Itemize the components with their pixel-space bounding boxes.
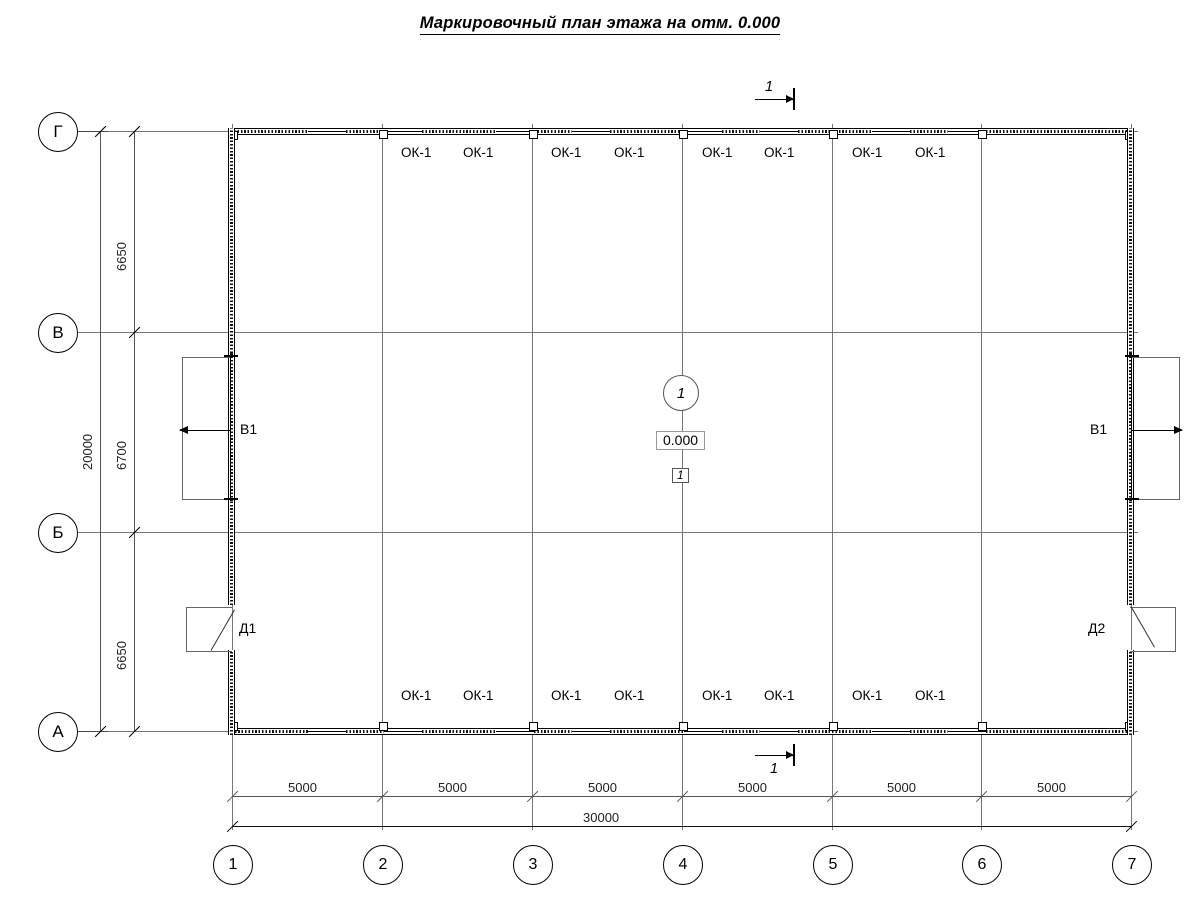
axis-line-V — [78, 332, 1138, 333]
axis-bubble-2[interactable]: 2 — [363, 845, 403, 885]
wall-top — [228, 128, 1134, 135]
axis-bubble-5[interactable]: 5 — [813, 845, 853, 885]
room-elevation-marker: 0.000 — [656, 431, 706, 450]
dim-horizontal-4: 5000 — [738, 780, 767, 795]
dim-vertical-3: 6650 — [114, 641, 129, 670]
column-mark — [379, 130, 388, 139]
axis-bubble-7[interactable]: 7 — [1112, 845, 1152, 885]
window-label-bottom-8: ОК-1 — [915, 688, 946, 703]
gate-left-label: В1 — [240, 421, 258, 437]
column-mark — [829, 722, 838, 731]
column-mark — [978, 722, 987, 731]
wall-left-middle — [228, 501, 235, 605]
column-mark — [829, 130, 838, 139]
axis-line-6 — [981, 124, 982, 830]
column-mark — [978, 130, 987, 139]
column-mark — [529, 130, 538, 139]
window-label-top-8: ОК-1 — [915, 145, 946, 160]
column-mark — [529, 722, 538, 731]
section-marker-top-label: 1 — [765, 79, 774, 95]
door-right-label: Д2 — [1088, 620, 1106, 636]
column-mark — [679, 722, 688, 731]
window-label-top-4: ОК-1 — [614, 145, 645, 160]
dim-vertical-1: 6650 — [114, 242, 129, 271]
dim-horizontal-total: 30000 — [583, 810, 620, 825]
window-label-bottom-2: ОК-1 — [463, 688, 494, 703]
window-label-bottom-3: ОК-1 — [551, 688, 582, 703]
window-label-top-5: ОК-1 — [702, 145, 733, 160]
axis-bubble-4[interactable]: 4 — [663, 845, 703, 885]
gate-right-label: В1 — [1090, 421, 1108, 437]
dim-horizontal-5: 5000 — [887, 780, 916, 795]
page-title: Маркировочный план этажа на отм. 0.000 — [0, 14, 1200, 35]
axis-bubble-3[interactable]: 3 — [513, 845, 553, 885]
axis-line-3 — [532, 124, 533, 830]
door-left-label: Д1 — [239, 620, 257, 636]
column-mark — [679, 130, 688, 139]
axis-bubble-B[interactable]: Б — [38, 513, 78, 553]
axis-bubble-1[interactable]: 1 — [213, 845, 253, 885]
wall-left-upper — [228, 128, 235, 353]
window-label-bottom-4: ОК-1 — [614, 688, 645, 703]
window-label-bottom-5: ОК-1 — [702, 688, 733, 703]
dim-horizontal-2: 5000 — [438, 780, 467, 795]
axis-bubble-V[interactable]: В — [38, 313, 78, 353]
axis-bubble-6[interactable]: 6 — [962, 845, 1002, 885]
wall-right-gate-jamb — [1127, 353, 1134, 501]
window-label-bottom-1: ОК-1 — [401, 688, 432, 703]
window-label-top-3: ОК-1 — [551, 145, 582, 160]
axis-bubble-G[interactable]: Г — [38, 112, 78, 152]
dim-line-vertical-outer — [100, 131, 101, 731]
window-label-top-1: ОК-1 — [401, 145, 432, 160]
room-category-marker: 1 — [672, 468, 689, 483]
dim-line-vertical-inner — [134, 131, 135, 731]
window-label-bottom-7: ОК-1 — [852, 688, 883, 703]
window-label-bottom-6: ОК-1 — [764, 688, 795, 703]
wall-left-gate-jamb — [228, 353, 235, 501]
dim-vertical-total: 20000 — [80, 433, 95, 470]
window-label-top-6: ОК-1 — [764, 145, 795, 160]
section-marker-bottom-label: 1 — [770, 761, 779, 777]
axis-bubble-A[interactable]: А — [38, 712, 78, 752]
room-number-marker: 1 — [663, 375, 699, 411]
dim-horizontal-6: 5000 — [1037, 780, 1066, 795]
axis-line-5 — [832, 124, 833, 830]
dim-horizontal-1: 5000 — [288, 780, 317, 795]
dim-vertical-2: 6700 — [114, 441, 129, 470]
wall-right-middle — [1127, 501, 1134, 605]
wall-right-upper — [1127, 128, 1134, 353]
wall-left-lower — [228, 650, 235, 735]
axis-line-B — [78, 532, 1138, 533]
dim-line-horizontal-outer — [232, 826, 1131, 827]
window-label-top-2: ОК-1 — [463, 145, 494, 160]
dim-horizontal-3: 5000 — [588, 780, 617, 795]
page-title-text: Маркировочный план этажа на отм. 0.000 — [419, 14, 781, 35]
window-label-top-7: ОК-1 — [852, 145, 883, 160]
wall-right-lower — [1127, 650, 1134, 735]
column-mark — [379, 722, 388, 731]
axis-line-2 — [382, 124, 383, 830]
